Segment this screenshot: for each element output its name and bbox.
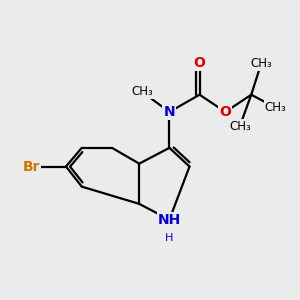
Text: NH: NH bbox=[158, 213, 181, 227]
Text: O: O bbox=[220, 105, 231, 119]
Text: CH₃: CH₃ bbox=[229, 120, 250, 133]
Text: CH₃: CH₃ bbox=[265, 101, 286, 114]
Text: O: O bbox=[194, 56, 206, 70]
Text: CH₃: CH₃ bbox=[131, 85, 153, 98]
Text: Br: Br bbox=[23, 160, 40, 173]
Text: CH₃: CH₃ bbox=[250, 57, 272, 70]
Text: N: N bbox=[164, 105, 175, 119]
Text: H: H bbox=[165, 233, 174, 243]
